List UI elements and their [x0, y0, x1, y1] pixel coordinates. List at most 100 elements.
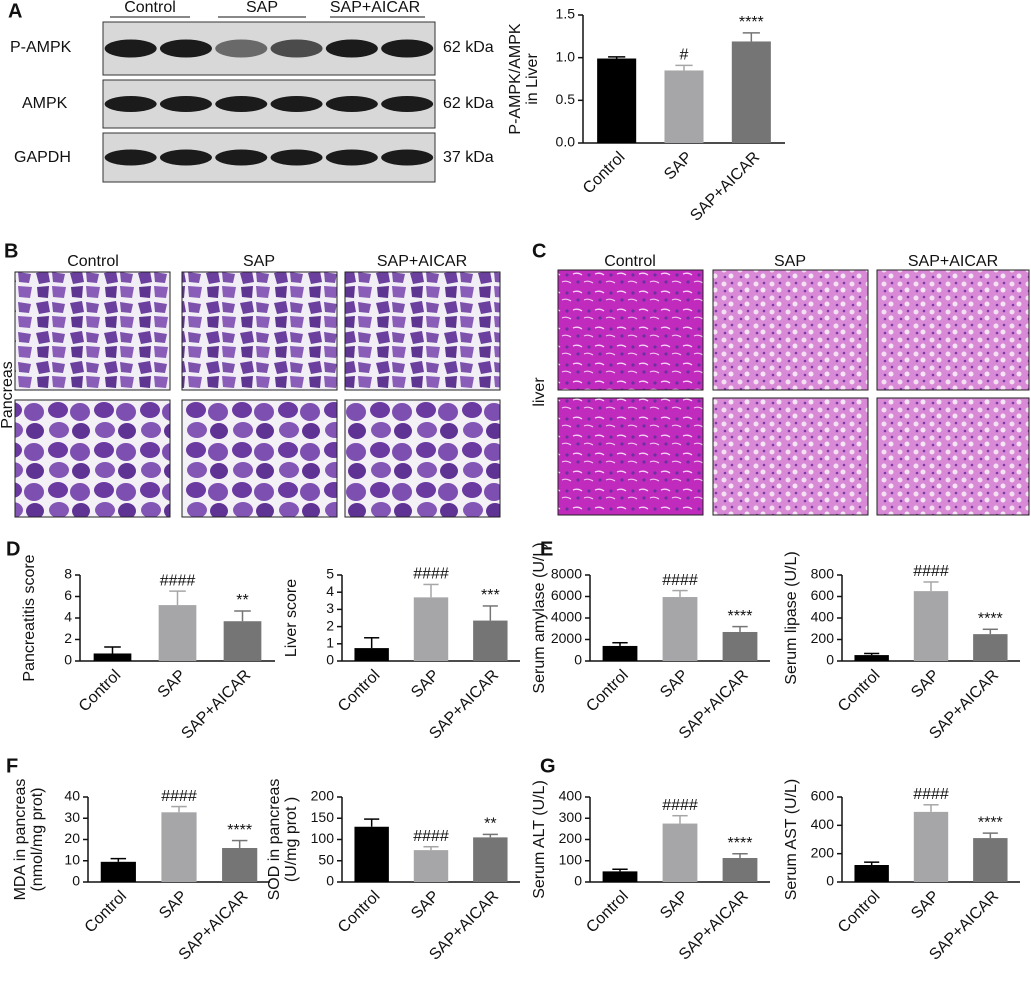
blot-band	[215, 39, 268, 58]
significance: ****	[739, 14, 764, 31]
x-tick-label: SAP	[156, 888, 191, 923]
y-tick-label: 200	[811, 630, 835, 646]
y-tick-label: 100	[311, 830, 335, 846]
histology-image	[876, 397, 1030, 516]
y-tick-label: 400	[811, 816, 835, 832]
panel-letter: F	[6, 755, 18, 777]
blot-band	[159, 149, 212, 166]
significance: ***	[481, 587, 500, 604]
bar	[854, 865, 889, 882]
y-axis-label: Serum ALT (U/L)	[531, 780, 548, 899]
y-tick-label: 200	[311, 788, 335, 804]
y-tick-label: 100	[559, 851, 583, 867]
blot-strip	[102, 132, 436, 183]
panel-letter: B	[4, 240, 18, 262]
y-tick-label: 3	[326, 600, 334, 616]
y-tick-label: 400	[559, 788, 583, 804]
bar	[597, 58, 637, 143]
y-tick-label: 8000	[551, 566, 582, 582]
blot-group: SAP+AICAR	[330, 0, 420, 16]
y-tick-label: 2	[326, 617, 334, 633]
blot-strip	[102, 21, 436, 76]
significance: ****	[728, 835, 753, 852]
x-tick-label: SAP	[155, 667, 190, 702]
blot-row-label: P-AMPK	[10, 39, 72, 56]
bar	[731, 41, 771, 143]
blot-band	[270, 96, 323, 112]
histology-image	[344, 399, 501, 518]
y-tick-label: 300	[559, 809, 583, 825]
y-tick-label: 40	[64, 788, 80, 804]
y-tick-label: 8	[64, 566, 72, 582]
significance: #	[680, 47, 689, 64]
histology-image	[14, 399, 171, 518]
y-tick-label: 6	[64, 587, 72, 603]
y-tick-label: 0	[826, 873, 834, 889]
bar	[913, 811, 949, 882]
histology-images	[14, 269, 1030, 518]
bar	[913, 591, 949, 661]
histology-image	[14, 271, 171, 391]
x-tick-label: Control	[335, 667, 384, 716]
x-tick-label: Control	[580, 149, 629, 198]
panel-letter: C	[532, 240, 546, 262]
y-tick-label: 800	[811, 566, 835, 582]
significance: ****	[227, 822, 252, 839]
y-tick-label: 0	[326, 873, 334, 889]
significance: **	[484, 816, 496, 833]
bar	[473, 837, 508, 882]
x-tick-label: Control	[583, 667, 632, 716]
y-tick-label: 0.5	[556, 91, 576, 107]
x-tick-label: SAP+AICAR	[687, 149, 763, 225]
y-tick-label: 400	[811, 609, 835, 625]
histology-group: Control	[604, 253, 656, 270]
histology-group: SAP	[243, 253, 275, 270]
y-tick-label: 4	[64, 609, 72, 625]
y-tick-label: 6000	[551, 587, 582, 603]
significance: ****	[728, 608, 753, 625]
bar	[413, 850, 449, 882]
bar	[223, 621, 262, 661]
x-tick-label: SAP	[908, 667, 943, 702]
blot-group: SAP	[246, 0, 278, 16]
blot-band	[159, 39, 212, 58]
significance: ####	[160, 572, 196, 589]
bar	[722, 857, 758, 882]
y-axis-label: (nmol/mg prot)	[29, 787, 46, 891]
panel-letter: G	[540, 755, 556, 777]
bar	[354, 826, 389, 882]
blot-row-label: GAPDH	[14, 149, 71, 166]
western-blot	[102, 21, 436, 183]
histology-image	[876, 269, 1030, 391]
y-tick-label: 20	[64, 830, 80, 846]
significance: **	[236, 592, 248, 609]
y-axis-label: Serum lipase (U/L)	[783, 551, 800, 684]
bar	[100, 861, 136, 882]
y-tick-label: 0	[574, 652, 582, 668]
y-tick-label: 5	[326, 566, 334, 582]
histology-image	[557, 269, 704, 391]
blot-group: Control	[124, 0, 176, 16]
y-tick-label: 0	[826, 652, 834, 668]
blot-size: 62 kDa	[443, 39, 494, 56]
histology-group: SAP	[774, 253, 806, 270]
panel-letter: D	[6, 538, 20, 560]
histology-image	[557, 397, 704, 516]
x-tick-label: Control	[82, 888, 131, 937]
x-tick-label: Control	[835, 888, 884, 937]
significance: ####	[662, 572, 698, 589]
blot-band	[381, 149, 434, 166]
significance: ####	[913, 786, 949, 803]
blot-band	[270, 149, 323, 166]
significance: ####	[913, 563, 949, 580]
blot-band	[104, 39, 157, 58]
y-axis-label: Serum AST (U/L)	[783, 779, 800, 901]
x-tick-label: Control	[76, 667, 125, 716]
x-tick-label: SAP+AICAR	[178, 667, 254, 743]
histology-group: Control	[67, 253, 119, 270]
bar	[973, 838, 1008, 882]
y-tick-label: 1.5	[556, 6, 576, 22]
y-tick-label: 30	[64, 809, 80, 825]
blot-band	[104, 96, 157, 112]
histology-group: SAP+AICAR	[377, 253, 467, 270]
